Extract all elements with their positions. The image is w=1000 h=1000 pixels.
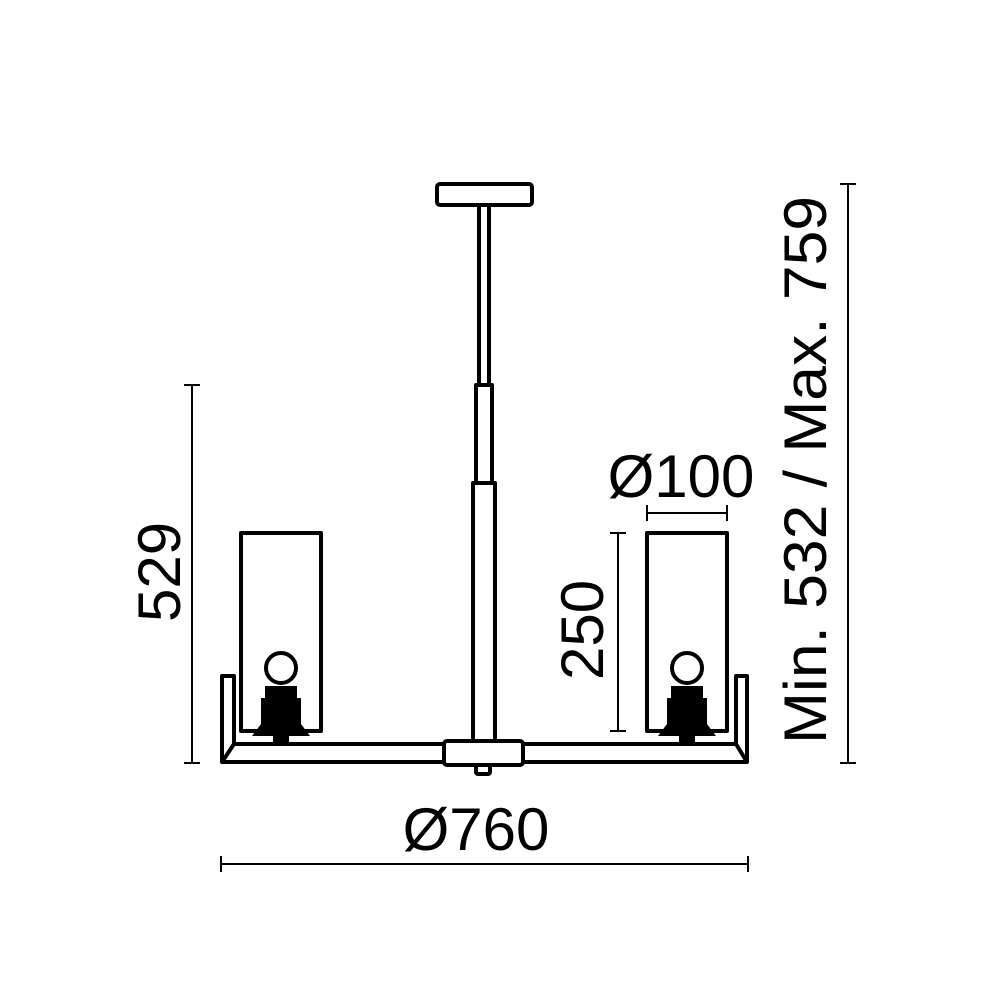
center-hub — [442, 739, 525, 767]
arm-bevel-left — [220, 742, 236, 764]
dimension-250: 250 — [549, 532, 626, 732]
dimension-100: Ø100 — [608, 443, 755, 521]
label-shade-height: 250 — [549, 580, 616, 680]
dimension-760: Ø760 — [220, 796, 749, 872]
label-overall-diameter: Ø760 — [403, 796, 550, 863]
right-socket — [658, 686, 716, 736]
dimension-529: 529 — [126, 384, 200, 764]
chandelier-outline — [220, 182, 749, 776]
dimension-line-760 — [220, 856, 749, 872]
dimension-line-adjustable — [840, 183, 856, 764]
dimension-line-250 — [610, 532, 626, 732]
right-socket-base — [679, 736, 695, 744]
right-lamp — [645, 531, 729, 744]
hub-finial — [474, 763, 492, 776]
label-adjustable-height: Min. 532 / Max. 759 — [772, 196, 839, 744]
arm-bevel-right — [734, 742, 749, 764]
rod-middle — [474, 383, 494, 485]
left-socket — [252, 686, 310, 736]
left-bulb — [264, 651, 298, 685]
dimension-line-100 — [646, 505, 728, 521]
left-socket-base — [273, 736, 289, 744]
rod-lower — [471, 481, 497, 745]
ceiling-canopy — [435, 182, 534, 207]
label-overall-height: 529 — [126, 522, 193, 622]
rod-upper — [477, 203, 491, 387]
label-shade-diameter: Ø100 — [608, 443, 755, 510]
right-bulb — [670, 651, 704, 685]
dimension-adjustable: Min. 532 / Max. 759 — [772, 183, 856, 764]
left-lamp — [239, 531, 323, 744]
dimension-line-529 — [184, 384, 200, 764]
